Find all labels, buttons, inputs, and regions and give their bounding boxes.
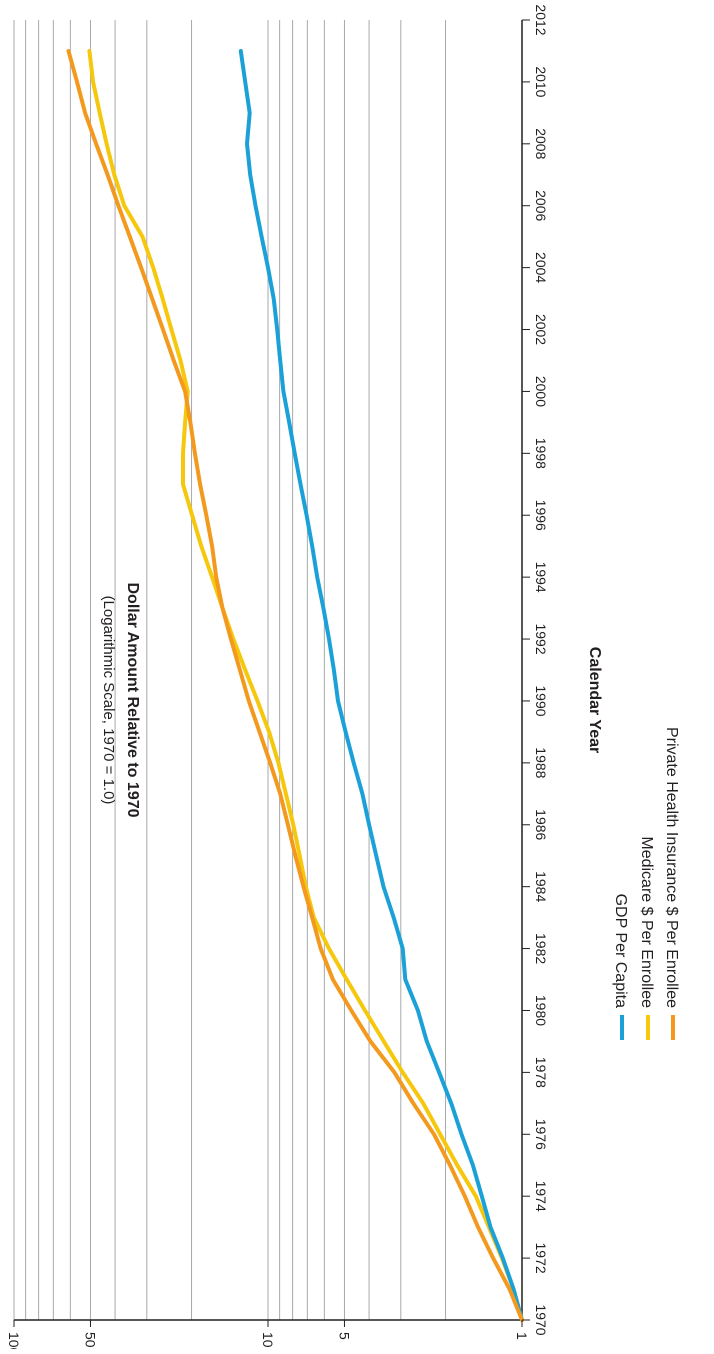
series-line xyxy=(87,49,524,1322)
x-tick-label: 1992 xyxy=(533,623,549,654)
y-tick-label: 50 xyxy=(82,1332,98,1348)
x-tick-label: 1996 xyxy=(533,500,549,531)
x-tick-label: 2004 xyxy=(533,252,549,283)
x-tick-label: 1972 xyxy=(533,1243,549,1274)
x-tick-label: 1994 xyxy=(533,562,549,593)
series-line xyxy=(66,49,524,1322)
x-tick-label: 1976 xyxy=(533,1119,549,1150)
x-tick-label: 1974 xyxy=(533,1181,549,1212)
y-tick-label: 100 xyxy=(6,1332,22,1349)
y-tick-label: 10 xyxy=(260,1332,276,1348)
x-tick-label: 2012 xyxy=(533,4,549,35)
series-line xyxy=(238,49,524,1322)
x-tick-label: 2010 xyxy=(533,66,549,97)
y-axis-title-group: Dollar Amount Relative to 1970 (Logarith… xyxy=(100,582,141,817)
legend-label: Private Health Insurance $ Per Enrollee xyxy=(663,727,680,1008)
x-tick-label: 1998 xyxy=(533,438,549,469)
x-tick-label: 1982 xyxy=(533,933,549,964)
x-tick-label: 1984 xyxy=(533,871,549,902)
x-tick-label: 2006 xyxy=(533,190,549,221)
y-tick-label: 1 xyxy=(514,1332,530,1340)
tick-labels: 1970 1972 1974 1976 1978 1980 1982 1984 1986 1988… xyxy=(6,4,549,1354)
gridlines xyxy=(13,20,447,1320)
x-tick-label: 1990 xyxy=(533,685,549,716)
x-tick-label: 2008 xyxy=(533,128,549,159)
y-tick-label: 5 xyxy=(336,1332,352,1340)
x-tick-label: 1980 xyxy=(533,995,549,1026)
x-tick-label: 1970 xyxy=(533,1304,549,1335)
legend: GDP Per Capita Medicare $ Per Enrollee Pri… xyxy=(612,727,680,1040)
x-tick-label: 2000 xyxy=(533,376,549,407)
x-tick-label: 2002 xyxy=(533,314,549,345)
x-tick-label: 1978 xyxy=(533,1057,549,1088)
y-axis-title: Dollar Amount Relative to 1970 xyxy=(124,582,141,817)
series-lines xyxy=(66,49,524,1322)
x-tick-label: 1988 xyxy=(533,747,549,778)
x-axis-title-group: Calendar Year xyxy=(586,647,603,753)
x-axis-title: Calendar Year xyxy=(586,647,603,753)
legend-label: Medicare $ Per Enrollee xyxy=(638,836,655,1008)
legend-label: GDP Per Capita xyxy=(612,894,629,1009)
x-tick-label: 1986 xyxy=(533,809,549,840)
y-axis-subtitle: (Logarithmic Scale, 1970 = 1.0) xyxy=(100,596,117,805)
